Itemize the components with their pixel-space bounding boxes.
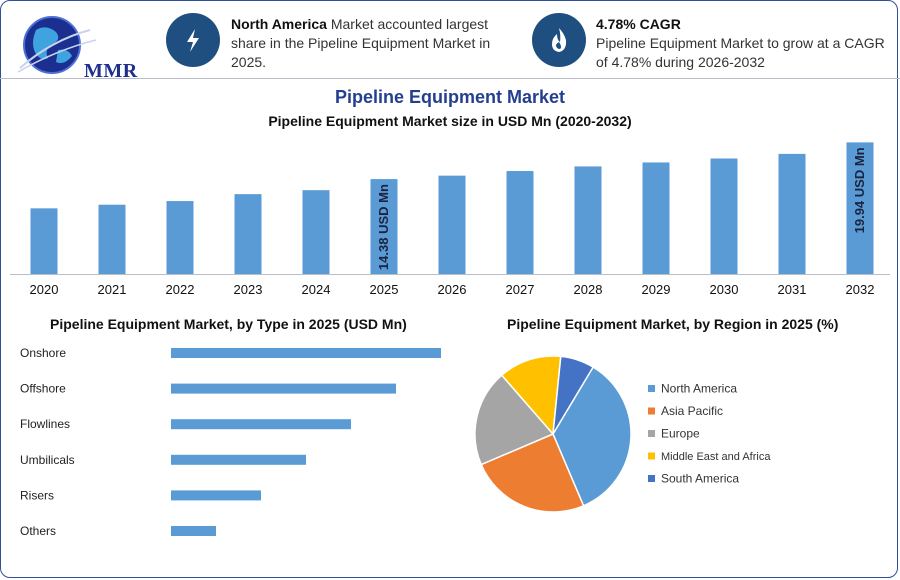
data-label-2025: 14.38 USD Mn <box>376 184 391 270</box>
x-tick-2022: 2022 <box>166 282 195 297</box>
x-tick-2032: 2032 <box>846 282 875 297</box>
bar-2032 <box>846 142 874 274</box>
logo-text: MMR <box>84 60 138 82</box>
x-tick-2026: 2026 <box>438 282 467 297</box>
header-divider <box>0 78 900 79</box>
bar-chart-title: Pipeline Equipment Market size in USD Mn… <box>268 113 632 129</box>
mmr-logo: MMR <box>12 10 142 82</box>
bar-2030 <box>710 158 738 274</box>
type-label-umbilicals: Umbilicals <box>20 453 75 467</box>
legend-label-south-america: South America <box>661 472 739 486</box>
x-tick-2027: 2027 <box>506 282 535 297</box>
bar-2031 <box>778 153 806 274</box>
type-bar-risers <box>171 490 261 501</box>
bar-2023 <box>234 194 262 274</box>
legend-swatch-europe <box>648 430 655 437</box>
type-label-risers: Risers <box>20 488 54 502</box>
x-tick-2031: 2031 <box>778 282 807 297</box>
info-card-2-bold: 4.78% CAGR <box>596 16 681 32</box>
pie-slice-asia-pacific <box>480 433 585 513</box>
data-label-2032: 19.94 USD Mn <box>852 147 867 233</box>
x-tick-2020: 2020 <box>30 282 59 297</box>
pie-slice-europe <box>474 374 555 466</box>
type-bar-offshore <box>171 383 396 394</box>
flame-icon <box>532 13 586 67</box>
lightning-icon <box>166 13 220 67</box>
info-card-1-bold: North America <box>231 16 327 32</box>
legend-swatch-asia-pacific <box>648 407 655 415</box>
legend-label-north-america: North America <box>661 382 737 396</box>
pie-slice-south-america <box>552 355 595 435</box>
legend-label-europe: Europe <box>661 427 700 441</box>
info-card-cagr: 4.78% CAGR Pipeline Equipment Market to … <box>596 15 891 72</box>
region-chart-title: Pipeline Equipment Market, by Region in … <box>507 316 839 332</box>
type-label-onshore: Onshore <box>20 346 66 360</box>
bar-2025 <box>370 179 398 274</box>
x-tick-2028: 2028 <box>574 282 603 297</box>
market-size-bar-chart: 2020 2021 2022 2023 2024 2025 14.38 USD Mn 2026… <box>10 142 890 297</box>
type-hbar-chart: Onshore Offshore Flowlines Umbilicals Risers… <box>20 346 441 538</box>
type-label-others: Others <box>20 524 56 538</box>
bar-2028 <box>574 166 602 274</box>
pie-slice-middle-east-and-africa <box>500 355 562 436</box>
info-card-2-text: Pipeline Equipment Market to grow at a C… <box>596 35 885 70</box>
bar-2020 <box>30 208 58 274</box>
legend-label-middle-east-and-africa: Middle East and Africa <box>661 451 771 463</box>
x-tick-2021: 2021 <box>98 282 127 297</box>
legend-swatch-south-america <box>648 475 655 482</box>
bar-2026 <box>438 175 466 274</box>
type-bar-others <box>171 526 216 536</box>
legend-label-asia-pacific: Asia Pacific <box>661 404 723 418</box>
x-tick-2029: 2029 <box>642 282 671 297</box>
legend-swatch-north-america <box>648 385 655 392</box>
main-title: Pipeline Equipment Market <box>334 87 566 107</box>
type-bar-flowlines <box>171 419 351 430</box>
bar-2029 <box>642 162 670 274</box>
bar-2027 <box>506 171 534 274</box>
type-bar-umbilicals <box>171 454 306 465</box>
legend-swatch-middle-east-and-africa <box>648 452 655 460</box>
type-chart-title: Pipeline Equipment Market, by Type in 20… <box>50 316 407 332</box>
type-label-offshore: Offshore <box>20 382 66 396</box>
info-card-1-text: Market accounted largest share in the Pi… <box>231 16 491 70</box>
region-pie-chart: North America Asia Pacific Europe Middle Ea… <box>474 355 771 513</box>
x-tick-2025: 2025 <box>370 282 399 297</box>
type-bar-onshore <box>171 348 441 358</box>
bar-2021 <box>98 204 126 274</box>
type-label-flowlines: Flowlines <box>20 417 70 431</box>
x-tick-2030: 2030 <box>710 282 739 297</box>
globe-icon <box>17 16 97 74</box>
info-card-north-america: North America Market accounted largest s… <box>231 15 501 72</box>
bar-2024 <box>302 190 330 274</box>
bar-2022 <box>166 201 194 274</box>
x-tick-2023: 2023 <box>234 282 263 297</box>
x-tick-2024: 2024 <box>302 282 331 297</box>
